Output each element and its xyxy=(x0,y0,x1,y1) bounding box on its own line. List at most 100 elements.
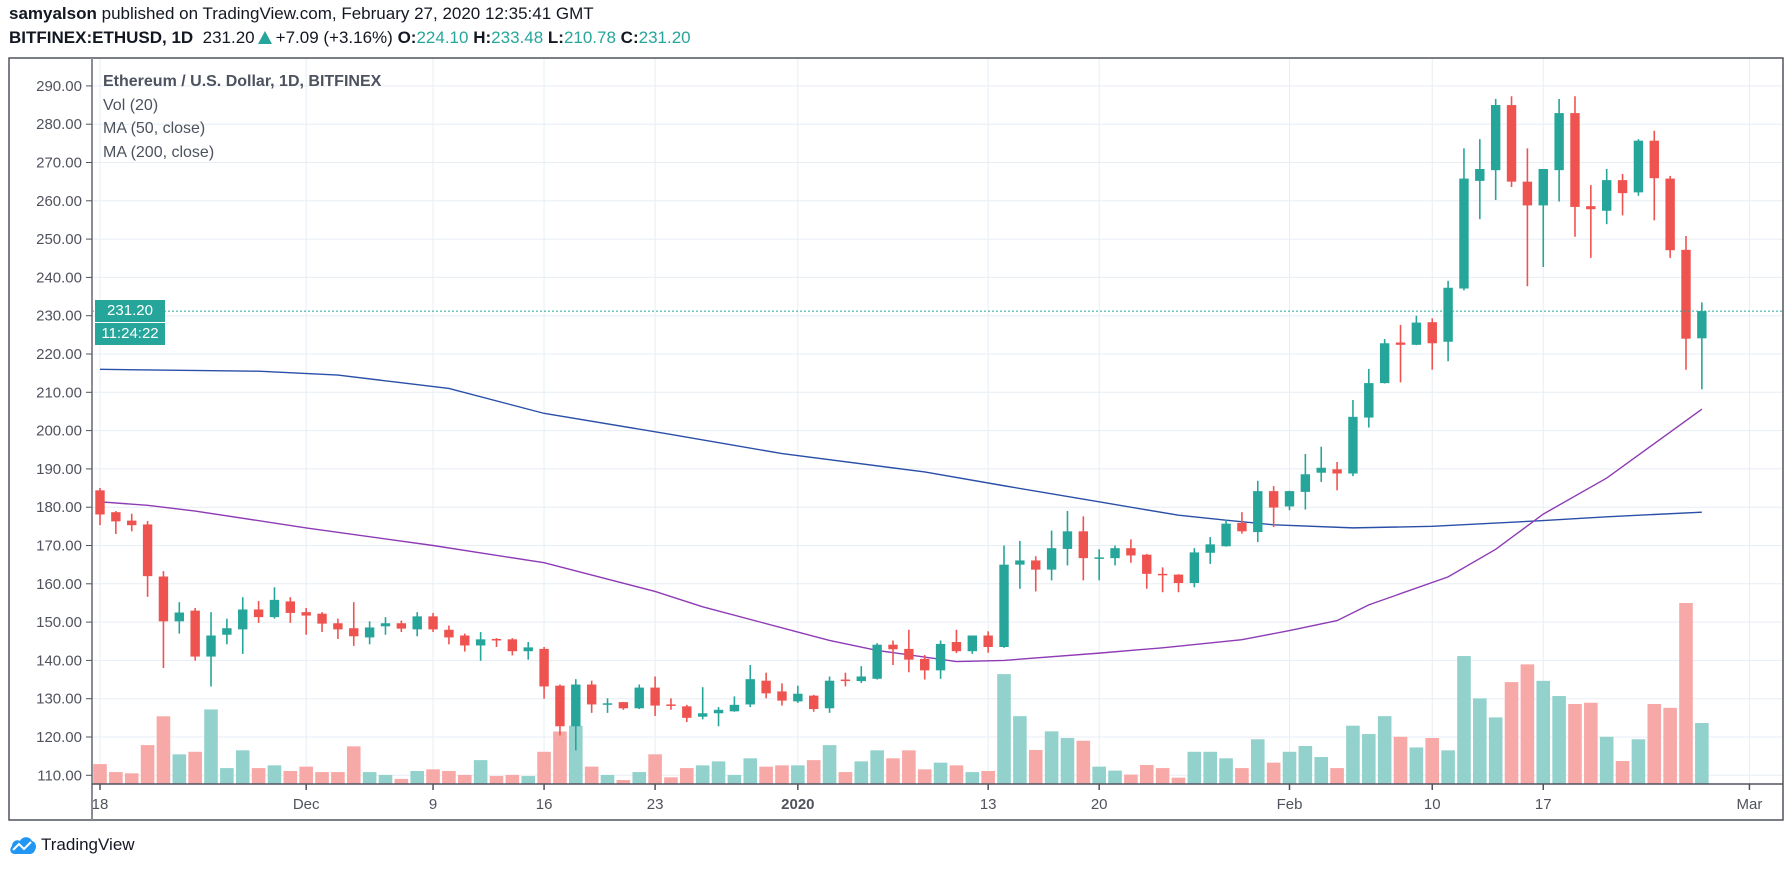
volume-bar xyxy=(1647,703,1662,784)
candle-body xyxy=(1316,467,1326,473)
volume-bar xyxy=(1568,703,1582,784)
candle-body xyxy=(1649,140,1659,179)
candle-body xyxy=(666,704,676,706)
legend-volume[interactable]: Vol (20) xyxy=(103,96,159,114)
candle-body xyxy=(1332,469,1342,474)
price-tick-label: 200.00 xyxy=(36,423,82,440)
candle-body xyxy=(920,658,930,671)
candle-body xyxy=(333,623,343,630)
volume-bar xyxy=(1108,770,1122,784)
candle-body xyxy=(127,520,137,526)
candle-body xyxy=(872,644,882,679)
volume-bar xyxy=(1155,768,1170,784)
candle-body xyxy=(1427,322,1437,344)
time-tick-label: 9 xyxy=(429,796,437,813)
volume-bar xyxy=(1298,745,1313,784)
volume-bar xyxy=(140,745,155,784)
candle-body xyxy=(967,635,977,652)
candle-body xyxy=(729,704,740,712)
candle-body xyxy=(269,599,280,618)
candle-body xyxy=(1443,287,1453,342)
open-value: 224.10 xyxy=(416,28,469,47)
volume-bar xyxy=(711,761,726,784)
time-tick-label: Dec xyxy=(293,796,320,813)
volume-bar xyxy=(822,745,837,784)
price-tick-label: 150.00 xyxy=(36,614,82,631)
price-tick-label: 110.00 xyxy=(37,767,82,784)
candle-body xyxy=(634,687,644,709)
candle-body xyxy=(888,644,898,650)
candle-body xyxy=(586,684,597,705)
volume-bar xyxy=(600,774,615,784)
volume-bar xyxy=(1584,702,1598,784)
volume-bar xyxy=(680,768,694,784)
volume-bar xyxy=(346,746,361,784)
candle-body xyxy=(1681,249,1691,339)
volume-bar xyxy=(1536,680,1551,784)
candle-body xyxy=(777,691,787,701)
price-tick-label: 120.00 xyxy=(36,729,82,746)
volume-bar xyxy=(394,778,409,784)
candle-body xyxy=(697,713,708,717)
candle-body xyxy=(142,524,153,577)
legend-title[interactable]: Ethereum / U.S. Dollar, 1D, BITFINEX xyxy=(103,73,382,90)
volume-bar xyxy=(457,774,472,784)
price-change: +7.09 (+3.16%) xyxy=(275,28,393,47)
candle-body xyxy=(1110,548,1120,559)
volume-bar xyxy=(442,770,456,784)
candle-body xyxy=(1031,560,1041,570)
time-tick-label: 2020 xyxy=(781,796,814,813)
author-name[interactable]: samyalson xyxy=(9,4,97,23)
candle-body xyxy=(602,703,613,705)
candle-body xyxy=(1475,169,1485,181)
candle-body xyxy=(809,695,819,710)
legend-ma50[interactable]: MA (50, close) xyxy=(103,120,206,137)
volume-bar xyxy=(1124,774,1138,784)
volume-bar xyxy=(791,765,805,784)
candle-body xyxy=(571,684,581,727)
candle-body xyxy=(475,639,486,646)
volume-bar xyxy=(315,772,329,784)
price-tick-label: 140.00 xyxy=(36,652,82,669)
candle-body xyxy=(285,601,296,613)
candle-body xyxy=(206,635,216,657)
volume-bar xyxy=(1219,758,1233,784)
price-tick-label: 270.00 xyxy=(36,155,82,172)
candle-body xyxy=(1538,169,1548,206)
volume-bar xyxy=(124,773,139,784)
candle-body xyxy=(1078,531,1089,559)
volume-bar xyxy=(965,772,980,784)
volume-bar xyxy=(1457,656,1471,784)
volume-bar xyxy=(664,777,678,784)
volume-bar xyxy=(759,766,773,784)
time-tick-label: 13 xyxy=(980,796,997,813)
volume-bar xyxy=(981,770,995,784)
volume-bar xyxy=(283,770,298,784)
volume-bar xyxy=(93,764,107,784)
volume-bar xyxy=(1092,766,1106,784)
price-tick-label: 210.00 xyxy=(36,384,82,401)
volume-bar xyxy=(1028,749,1043,784)
volume-bar xyxy=(156,716,171,784)
volume-bar xyxy=(1235,768,1249,784)
volume-bar xyxy=(473,760,488,784)
candle-body xyxy=(253,609,264,618)
volume-bar xyxy=(1250,739,1265,784)
volume-bar xyxy=(1314,757,1329,784)
volume-bar xyxy=(775,765,789,784)
footer-brand[interactable]: TradingView xyxy=(9,835,135,855)
close-value: 231.20 xyxy=(638,28,691,47)
volume-bar xyxy=(1520,664,1535,784)
symbol-info: BITFINEX:ETHUSD, 1D 231.20 +7.09 (+3.16%)… xyxy=(9,28,691,48)
candle-body xyxy=(1665,178,1675,251)
candle-body xyxy=(1586,206,1596,210)
volume-bar xyxy=(1060,738,1075,784)
volume-bar xyxy=(220,768,234,784)
candle-body xyxy=(1062,531,1073,549)
triangle-up-icon xyxy=(257,31,272,44)
candle-body xyxy=(1300,474,1311,492)
candle-body xyxy=(1364,383,1374,418)
legend-ma200[interactable]: MA (200, close) xyxy=(103,143,215,161)
candle-body xyxy=(1554,113,1564,171)
